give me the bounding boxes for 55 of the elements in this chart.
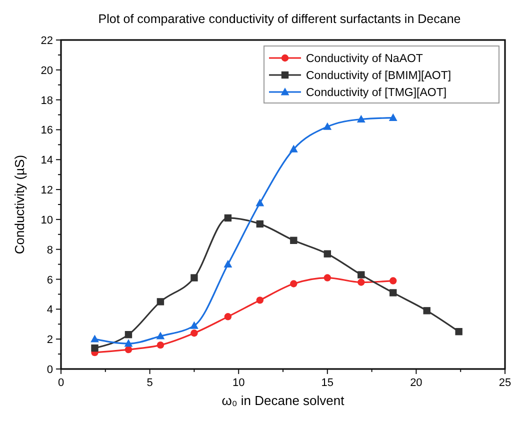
point: [224, 260, 232, 268]
y-tick-label: 2: [46, 334, 53, 346]
point: [224, 313, 232, 320]
point: [156, 332, 165, 340]
point: [289, 144, 298, 152]
point: [455, 328, 462, 336]
point: [324, 250, 331, 258]
y-tick-label: 14: [40, 154, 53, 167]
y-tick-label: 6: [46, 274, 53, 286]
point: [190, 330, 198, 337]
x-tick-label: 0: [58, 377, 64, 389]
x-tick-label: 25: [498, 377, 512, 389]
legend-label: Conductivity of [TMG][AOT]: [306, 87, 447, 99]
point: [90, 334, 99, 342]
point: [256, 220, 264, 228]
y-tick-label: 22: [40, 35, 53, 47]
point: [124, 331, 132, 338]
point: [324, 274, 331, 282]
point: [224, 214, 232, 222]
point: [358, 278, 365, 286]
y-tick-label: 16: [40, 124, 53, 137]
y-tick-label: 10: [40, 214, 53, 226]
legend-label: Conductivity of [BMIM][AOT]: [306, 70, 452, 82]
y-tick-label: 20: [40, 64, 53, 77]
point: [390, 289, 397, 296]
point: [124, 346, 132, 354]
y-tick-label: 18: [40, 94, 53, 107]
point: [124, 339, 133, 347]
point: [290, 236, 298, 244]
point: [256, 198, 264, 206]
point: [356, 114, 366, 122]
y-tick-label: 0: [46, 364, 53, 376]
x-tick-label: 5: [146, 377, 153, 389]
point: [358, 271, 365, 278]
y-tick-label: 8: [46, 244, 53, 256]
point: [156, 298, 164, 306]
x-axis-title: ω₀ in Decane solvent: [222, 393, 345, 408]
y-tick-label: 12: [40, 184, 53, 197]
x-tick-label: 10: [232, 377, 245, 389]
point: [323, 122, 332, 130]
point: [390, 277, 397, 284]
legend-label: Conductivity of NaAOT: [306, 53, 423, 65]
point: [190, 321, 198, 329]
y-axis-title: Conductivity (µS): [12, 154, 27, 254]
point: [423, 307, 430, 314]
point: [388, 113, 398, 121]
y-tick-label: 4: [46, 304, 53, 316]
x-tick-label: 15: [321, 377, 334, 389]
chart-title: Plot of comparative conductivity of different surfactants in Decane: [98, 12, 461, 26]
point: [256, 296, 264, 304]
point: [190, 274, 198, 282]
x-tick-label: 20: [410, 377, 422, 389]
point: [290, 280, 298, 288]
point: [156, 341, 164, 349]
point: [91, 344, 98, 352]
